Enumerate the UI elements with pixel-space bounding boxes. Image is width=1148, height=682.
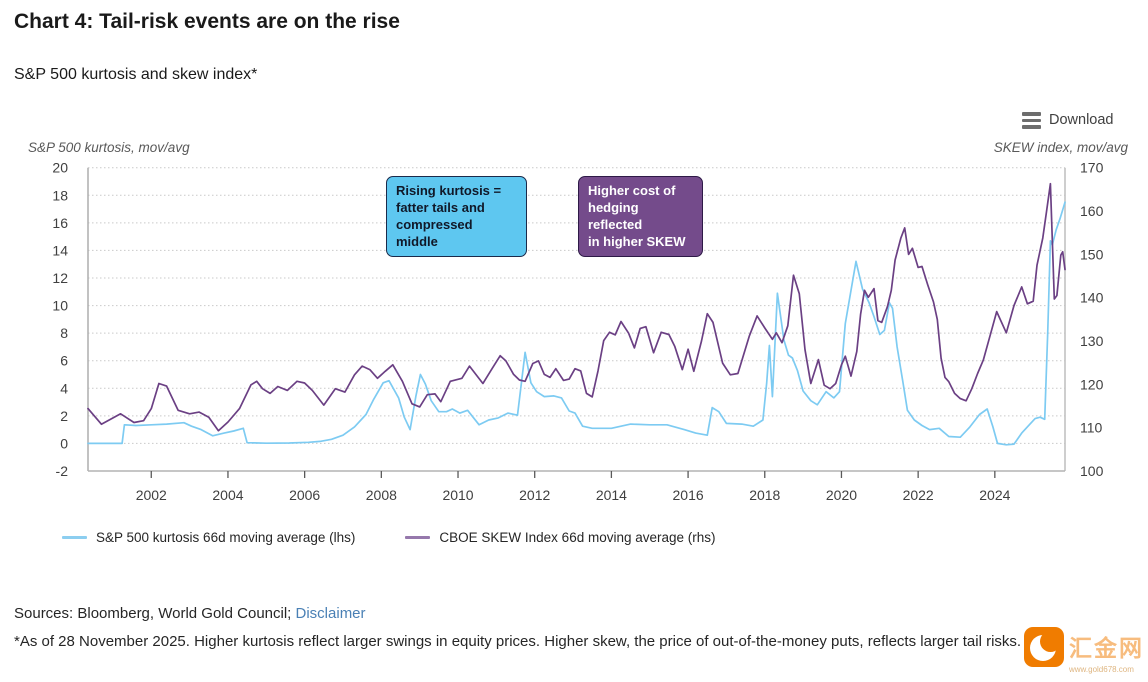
legend-label-kurtosis: S&P 500 kurtosis 66d moving average (lhs…	[96, 530, 356, 545]
svg-text:18: 18	[52, 187, 68, 203]
watermark-text: 汇金网 www.gold678.com	[1069, 629, 1144, 674]
svg-text:150: 150	[1080, 246, 1104, 262]
annotation-rising-kurtosis: Rising kurtosis = fatter tails and compr…	[386, 176, 527, 257]
svg-text:12: 12	[52, 270, 68, 286]
chart-plot-area: 2002 2004 2006 2008 2010 2012 2014 2016 2018 2020…	[52, 160, 1104, 503]
legend-label-skew: CBOE SKEW Index 66d moving average (rhs)	[439, 530, 716, 545]
svg-text:2022: 2022	[903, 487, 934, 503]
disclaimer-link[interactable]: Disclaimer	[295, 605, 366, 622]
svg-text:120: 120	[1080, 376, 1104, 392]
annotation-higher-skew: Higher cost of hedging reflected in high…	[578, 176, 703, 257]
svg-text:20: 20	[52, 160, 68, 176]
page-title: Chart 4: Tail-risk events are on the ris…	[14, 10, 400, 33]
kurtosis-line-swatch	[62, 536, 87, 539]
svg-text:10: 10	[52, 298, 68, 314]
svg-text:2002: 2002	[136, 487, 167, 503]
svg-text:2012: 2012	[519, 487, 550, 503]
svg-text:130: 130	[1080, 333, 1104, 349]
watermark-name: 汇金网	[1069, 635, 1144, 661]
svg-text:8: 8	[60, 325, 68, 341]
svg-text:2010: 2010	[442, 487, 473, 503]
svg-text:2018: 2018	[749, 487, 780, 503]
svg-text:110: 110	[1080, 420, 1103, 436]
svg-text:170: 170	[1080, 160, 1104, 176]
svg-text:2008: 2008	[366, 487, 397, 503]
svg-text:4: 4	[60, 380, 68, 396]
watermark: 汇金网 www.gold678.com	[1024, 627, 1144, 674]
svg-text:140: 140	[1080, 290, 1104, 306]
svg-text:14: 14	[52, 242, 68, 258]
svg-text:6: 6	[60, 353, 68, 369]
svg-text:100: 100	[1080, 463, 1104, 479]
sources-line: Sources: Bloomberg, World Gold Council; …	[14, 601, 366, 627]
legend-item-skew: CBOE SKEW Index 66d moving average (rhs)	[405, 530, 716, 545]
legend-item-kurtosis: S&P 500 kurtosis 66d moving average (lhs…	[62, 530, 355, 545]
svg-text:2024: 2024	[979, 487, 1010, 503]
chart-subtitle: S&P 500 kurtosis and skew index*	[14, 66, 258, 83]
svg-text:0: 0	[60, 435, 68, 451]
svg-text:16: 16	[52, 215, 68, 231]
watermark-url: www.gold678.com	[1069, 665, 1134, 674]
svg-text:2: 2	[60, 408, 68, 424]
skew-line-swatch	[405, 536, 431, 539]
chart-legend: S&P 500 kurtosis 66d moving average (lhs…	[62, 530, 716, 545]
download-label: Download	[1049, 112, 1114, 129]
right-axis-title: SKEW index, mov/avg	[993, 140, 1128, 155]
svg-text:2020: 2020	[826, 487, 857, 503]
svg-text:-2: -2	[56, 463, 69, 479]
menu-bars-icon	[1022, 112, 1041, 129]
left-axis-title: S&P 500 kurtosis, mov/avg	[28, 140, 190, 155]
svg-text:2016: 2016	[673, 487, 704, 503]
footnote-text: *As of 28 November 2025. Higher kurtosis…	[14, 633, 1022, 650]
svg-text:2014: 2014	[596, 487, 627, 503]
watermark-logo-icon	[1024, 627, 1064, 667]
download-button[interactable]: Download	[1022, 112, 1114, 129]
svg-text:160: 160	[1080, 203, 1104, 219]
svg-text:2004: 2004	[212, 487, 243, 503]
sources-text: Sources: Bloomberg, World Gold Council;	[14, 605, 296, 622]
svg-text:2006: 2006	[289, 487, 320, 503]
